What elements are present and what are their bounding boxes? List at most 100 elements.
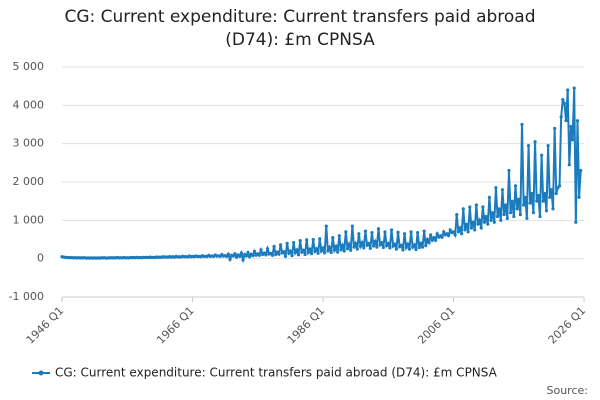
data-point (388, 246, 392, 250)
data-point (244, 254, 248, 258)
data-point (311, 237, 315, 242)
data-point (557, 184, 562, 188)
data-point (432, 235, 436, 240)
data-point (505, 216, 509, 221)
data-point (292, 240, 296, 245)
data-point (523, 195, 527, 199)
data-point (376, 227, 381, 231)
data-point (489, 218, 493, 222)
data-point (551, 207, 555, 211)
data-point (394, 247, 399, 251)
data-point (481, 205, 485, 209)
data-point (257, 253, 261, 257)
data-point (259, 248, 263, 252)
data-point (499, 218, 503, 222)
data-point (305, 238, 309, 242)
data-point (332, 248, 337, 252)
data-point (251, 254, 255, 258)
data-point (414, 247, 418, 252)
data-point (344, 230, 348, 234)
data-point (360, 240, 364, 245)
data-point (285, 241, 289, 245)
data-point (225, 254, 229, 258)
data-point (500, 188, 505, 192)
x-tick-label: 2006 Q1 (415, 304, 458, 347)
data-point (566, 88, 570, 92)
data-point (433, 238, 438, 242)
data-point (357, 232, 361, 236)
data-point (316, 251, 320, 255)
data-point (349, 248, 353, 252)
data-point (393, 242, 397, 246)
data-point (482, 220, 487, 224)
data-point (463, 228, 467, 232)
data-point (512, 214, 516, 219)
data-point (544, 209, 549, 213)
data-point (478, 218, 482, 222)
y-tick-label: 3 000 (13, 137, 45, 150)
data-point (530, 191, 534, 196)
data-point (487, 195, 491, 199)
data-point (476, 222, 480, 226)
data-point (522, 203, 526, 207)
data-point (329, 250, 333, 255)
data-point (345, 247, 350, 251)
data-point (239, 251, 244, 255)
data-point (424, 244, 428, 248)
data-point (362, 246, 366, 250)
data-point (491, 211, 495, 215)
x-tick-label: 1966 Q1 (154, 304, 197, 347)
y-tick-label: 5 000 (13, 60, 45, 73)
data-point (339, 248, 343, 252)
data-point (336, 250, 340, 254)
data-point (352, 245, 356, 249)
y-tick-label: 4 000 (13, 98, 45, 111)
data-point (554, 191, 558, 196)
data-point (350, 224, 354, 228)
data-point (420, 245, 425, 249)
data-point (399, 243, 403, 247)
data-point (309, 252, 314, 256)
data-point (314, 247, 319, 251)
data-point (226, 252, 230, 256)
data-point (492, 220, 496, 224)
data-point (417, 245, 421, 250)
data-point (326, 249, 330, 253)
data-point (231, 254, 235, 258)
data-point (287, 251, 291, 255)
data-point (313, 249, 317, 253)
data-point (447, 234, 451, 238)
data-point (278, 243, 283, 247)
data-point (435, 232, 439, 236)
data-point (370, 231, 374, 235)
data-point (533, 140, 537, 144)
data-point (419, 241, 423, 245)
data-point (308, 247, 312, 251)
data-point (246, 250, 250, 255)
x-tick-label: 2026 Q1 (546, 304, 589, 347)
data-point (416, 231, 420, 235)
data-point (564, 119, 568, 123)
data-point (380, 240, 384, 245)
source: Source: (547, 384, 589, 397)
data-point (385, 244, 389, 248)
data-point (422, 229, 426, 233)
data-point (274, 252, 278, 257)
y-tick-label: 0 (37, 252, 44, 265)
data-point (265, 247, 270, 251)
data-point (306, 250, 310, 255)
data-point (561, 97, 565, 102)
data-point (295, 248, 299, 252)
data-point (401, 248, 405, 252)
data-point (458, 226, 462, 230)
data-point (321, 246, 325, 250)
data-point (497, 207, 501, 211)
y-tick-label: 1 000 (13, 213, 45, 226)
data-point (354, 241, 358, 245)
data-point (531, 211, 536, 215)
data-point (517, 197, 521, 201)
data-point (318, 237, 322, 241)
data-point (484, 214, 488, 219)
data-point (358, 244, 363, 248)
